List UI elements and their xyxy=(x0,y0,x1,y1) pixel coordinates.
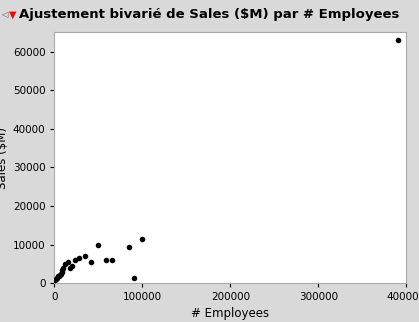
Y-axis label: Sales ($M): Sales ($M) xyxy=(0,127,9,189)
Point xyxy=(102,258,109,263)
X-axis label: # Employees: # Employees xyxy=(191,307,269,319)
Point xyxy=(67,265,74,270)
Point xyxy=(60,265,67,270)
Point xyxy=(82,254,89,259)
Point xyxy=(57,271,64,276)
Point xyxy=(88,260,95,265)
Point xyxy=(71,258,78,263)
Point xyxy=(76,256,83,261)
Point xyxy=(59,267,66,272)
Point xyxy=(54,274,61,279)
Point xyxy=(95,242,102,247)
Point xyxy=(54,275,60,280)
Point xyxy=(62,261,68,267)
Point xyxy=(53,276,59,281)
Point xyxy=(126,244,132,249)
Point xyxy=(52,278,59,283)
Point xyxy=(65,260,71,265)
Text: ▼: ▼ xyxy=(9,9,16,20)
Point xyxy=(139,236,146,242)
Point xyxy=(69,263,75,269)
Point xyxy=(58,269,65,274)
Point xyxy=(108,258,115,263)
Point xyxy=(57,272,63,278)
Point xyxy=(394,37,401,43)
Text: ◁: ◁ xyxy=(1,10,8,19)
Point xyxy=(55,273,62,278)
Text: Ajustement bivarié de Sales ($M) par # Employees: Ajustement bivarié de Sales ($M) par # E… xyxy=(19,8,400,21)
Point xyxy=(130,275,137,280)
